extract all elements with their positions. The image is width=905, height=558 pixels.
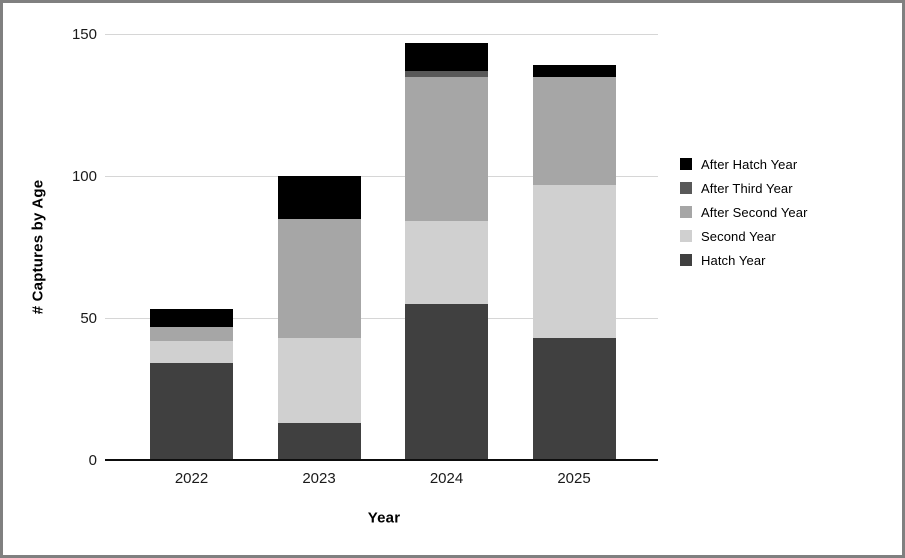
legend: After Hatch Year After Third Year After Se… xyxy=(680,152,808,272)
bar-segment-2025-hatch-year xyxy=(532,337,616,460)
y-tick-label-0: 0 xyxy=(88,452,97,469)
legend-swatch-icon xyxy=(680,158,692,170)
y-axis-title: # Captures by Age xyxy=(29,179,47,315)
bar-segment-2022-after-hatch-year xyxy=(150,309,233,327)
legend-item-after-second-year: After Second Year xyxy=(680,200,808,224)
legend-swatch-icon xyxy=(680,182,692,194)
bar-segment-2025-second-year xyxy=(532,184,616,338)
gridline-100 xyxy=(105,176,658,177)
bar-segment-2024-after-hatch-year xyxy=(405,42,488,71)
legend-label: After Second Year xyxy=(701,204,808,220)
legend-item-after-third-year: After Third Year xyxy=(680,176,808,200)
legend-swatch-icon xyxy=(680,230,692,242)
legend-swatch-icon xyxy=(680,254,692,266)
bar-segment-2022-second-year xyxy=(150,340,233,364)
gridline-50 xyxy=(105,318,658,319)
bar-segment-2024-hatch-year xyxy=(405,303,488,460)
legend-label: After Third Year xyxy=(701,180,793,196)
bar-segment-2023-after-hatch-year xyxy=(277,176,361,219)
bar-segment-2022-hatch-year xyxy=(150,363,233,460)
x-tick-label-2024: 2024 xyxy=(429,470,464,487)
gridline-150 xyxy=(105,34,658,35)
bar-segment-2024-after-third-year xyxy=(405,70,488,77)
bar-segment-2023-second-year xyxy=(277,337,361,424)
bar-segment-2025-after-hatch-year xyxy=(532,65,616,77)
x-tick-label-2025: 2025 xyxy=(557,470,591,487)
x-axis-title: Year xyxy=(367,509,401,527)
legend-label: Second Year xyxy=(701,228,776,244)
y-tick-label-50: 50 xyxy=(80,310,97,327)
bar-segment-2023-hatch-year xyxy=(277,423,361,460)
legend-swatch-icon xyxy=(680,206,692,218)
legend-label: After Hatch Year xyxy=(701,156,798,172)
legend-item-after-hatch-year: After Hatch Year xyxy=(680,152,808,176)
legend-item-second-year: Second Year xyxy=(680,224,808,248)
legend-label: Hatch Year xyxy=(701,252,766,268)
y-tick-label-100: 100 xyxy=(71,168,97,185)
x-axis-line xyxy=(105,459,658,461)
legend-item-hatch-year: Hatch Year xyxy=(680,248,808,272)
y-tick-label-150: 150 xyxy=(71,26,97,43)
bar-segment-2023-after-second-year xyxy=(277,218,361,338)
x-tick-label-2022: 2022 xyxy=(174,470,209,487)
bar-segment-2024-second-year xyxy=(405,221,488,304)
bar-segment-2024-after-second-year xyxy=(405,76,488,222)
bar-segment-2022-after-second-year xyxy=(150,326,233,341)
bar-segment-2025-after-second-year xyxy=(532,76,616,185)
x-tick-label-2023: 2023 xyxy=(302,470,336,487)
